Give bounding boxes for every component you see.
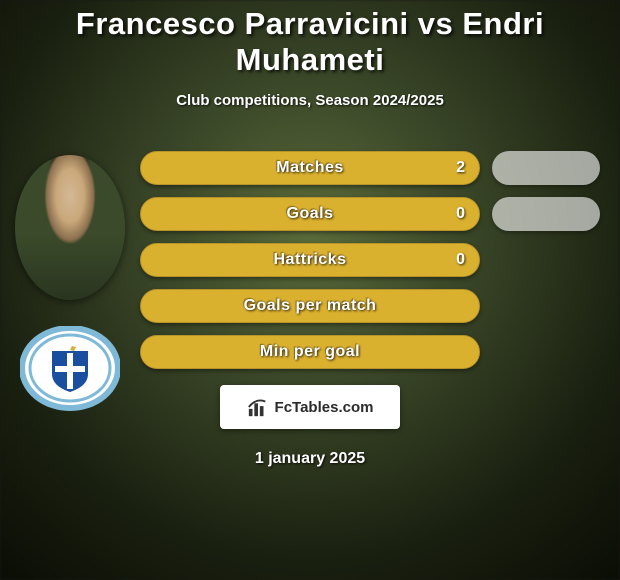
stat-pill: Hattricks0 bbox=[140, 243, 480, 277]
player-photo bbox=[15, 155, 125, 300]
stat-label: Goals per match bbox=[141, 297, 479, 315]
stat-value: 0 bbox=[456, 205, 465, 223]
content-root: Francesco Parravicini vs Endri Muhameti … bbox=[0, 0, 620, 421]
stat-row: Matches2 bbox=[140, 151, 600, 185]
stat-pill: Goals0 bbox=[140, 197, 480, 231]
stat-row: Goals0 bbox=[140, 197, 600, 231]
stat-row: Goals per match bbox=[140, 289, 600, 323]
stat-pill: Goals per match bbox=[140, 289, 480, 323]
branding-text: FcTables.com bbox=[275, 399, 374, 416]
page-title: Francesco Parravicini vs Endri Muhameti bbox=[0, 0, 620, 78]
stat-row: Min per goal bbox=[140, 335, 600, 369]
page-subtitle: Club competitions, Season 2024/2025 bbox=[0, 92, 620, 109]
stat-value: 0 bbox=[456, 251, 465, 269]
club-badge bbox=[20, 326, 120, 411]
branding-badge: FcTables.com bbox=[220, 385, 400, 429]
comparison-pill bbox=[492, 197, 600, 231]
stat-row: Hattricks0 bbox=[140, 243, 600, 277]
stats-area: Matches2Goals0Hattricks0Goals per matchM… bbox=[0, 151, 620, 421]
comparison-pill bbox=[492, 151, 600, 185]
stat-label: Hattricks bbox=[141, 251, 479, 269]
stat-label: Matches bbox=[141, 159, 479, 177]
stat-pill: Matches2 bbox=[140, 151, 480, 185]
chart-icon bbox=[247, 396, 269, 418]
stat-label: Goals bbox=[141, 205, 479, 223]
stat-label: Min per goal bbox=[141, 343, 479, 361]
stat-value: 2 bbox=[456, 159, 465, 177]
date-label: 1 january 2025 bbox=[0, 450, 620, 468]
stat-pill: Min per goal bbox=[140, 335, 480, 369]
